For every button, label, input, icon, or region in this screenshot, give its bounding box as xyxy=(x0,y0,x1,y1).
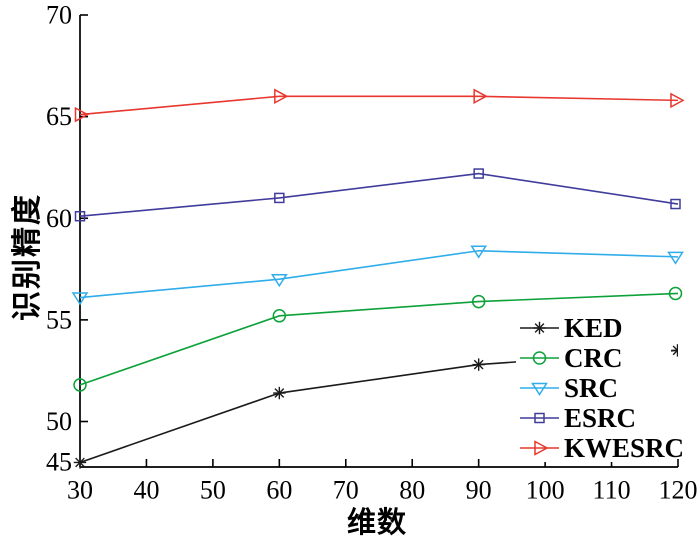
circle-marker xyxy=(532,351,547,365)
square-marker xyxy=(74,210,86,222)
y-tick-label: 55 xyxy=(46,305,72,334)
triangle-down-marker xyxy=(270,273,288,288)
x-tick-label: 120 xyxy=(659,476,698,505)
x-tick-label: 40 xyxy=(133,476,159,505)
series-line xyxy=(79,172,679,218)
y-tick-label: 65 xyxy=(46,102,72,131)
legend-item-crc: CRC xyxy=(520,343,623,373)
y-tick-label: 60 xyxy=(46,204,72,233)
series-crc xyxy=(73,286,683,392)
asterisk-marker xyxy=(273,386,286,400)
triangle-down-marker xyxy=(71,292,89,306)
series-line xyxy=(79,292,679,386)
x-tick-label: 70 xyxy=(333,476,359,505)
y-tick-label: 45 xyxy=(46,448,72,477)
legend-item-ked: KED xyxy=(520,313,623,343)
legend-label: ESRC xyxy=(564,403,636,433)
square-marker xyxy=(534,412,545,424)
x-tick-label: 50 xyxy=(200,476,226,505)
triangle-down-marker xyxy=(667,251,684,265)
square-marker xyxy=(274,192,285,204)
circle-marker xyxy=(668,286,683,301)
series-esrc xyxy=(74,168,681,222)
triangle-right-marker xyxy=(274,88,289,105)
asterisk-marker xyxy=(533,321,546,335)
y-tick-label: 50 xyxy=(46,407,72,436)
square-marker xyxy=(670,198,681,210)
legend-label: KWESRC xyxy=(564,433,684,463)
series-src xyxy=(71,245,684,306)
asterisk-marker xyxy=(472,358,485,371)
legend-item-src: SRC xyxy=(520,373,618,403)
series-kwesrc xyxy=(74,88,685,123)
legend-label: CRC xyxy=(564,343,623,373)
legend-label: KED xyxy=(564,313,623,343)
y-axis-label: 识别精度 xyxy=(11,193,44,321)
y-tick-label: 70 xyxy=(46,1,72,30)
triangle-right-marker xyxy=(473,88,488,105)
triangle-down-marker xyxy=(531,382,548,396)
asterisk-marker xyxy=(73,456,87,469)
x-tick-label: 30 xyxy=(67,476,93,505)
circle-marker xyxy=(272,309,287,323)
circle-marker xyxy=(471,294,486,309)
series-line xyxy=(79,95,679,116)
legend-item-esrc: ESRC xyxy=(520,403,636,433)
triangle-right-marker xyxy=(74,106,90,123)
asterisk-marker xyxy=(671,344,678,357)
triangle-right-marker xyxy=(670,92,685,109)
x-tick-label: 80 xyxy=(399,476,425,505)
legend-item-kwesrc: KWESRC xyxy=(520,433,684,463)
square-marker xyxy=(473,168,484,179)
x-tick-label: 60 xyxy=(266,476,292,505)
x-tick-label: 110 xyxy=(593,476,631,505)
x-axis-label: 维数 xyxy=(346,507,408,539)
series-line xyxy=(79,249,679,299)
x-tick-label: 100 xyxy=(526,476,565,505)
triangle-down-marker xyxy=(470,245,488,259)
x-tick-label: 90 xyxy=(466,476,492,505)
legend-label: SRC xyxy=(564,373,618,403)
triangle-right-marker xyxy=(534,440,549,456)
circle-marker xyxy=(73,378,87,392)
